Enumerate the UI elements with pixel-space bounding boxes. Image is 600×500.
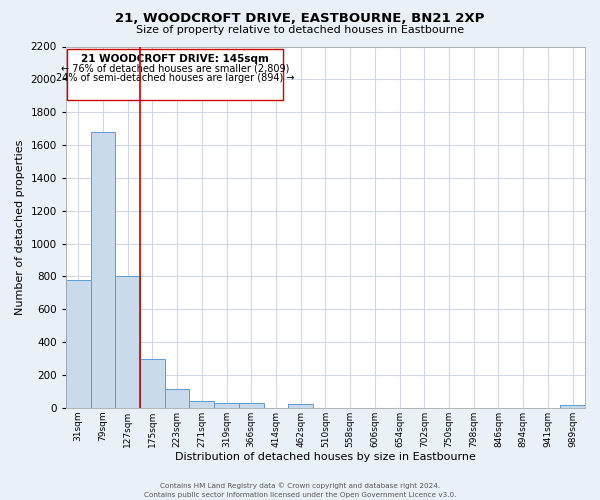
Bar	[115, 276, 140, 408]
Bar	[91, 132, 115, 408]
Bar	[66, 280, 91, 408]
Bar	[289, 404, 313, 408]
Text: Size of property relative to detached houses in Eastbourne: Size of property relative to detached ho…	[136, 25, 464, 35]
Text: Contains HM Land Registry data © Crown copyright and database right 2024.: Contains HM Land Registry data © Crown c…	[160, 482, 440, 489]
Bar	[214, 403, 239, 408]
Text: 21, WOODCROFT DRIVE, EASTBOURNE, BN21 2XP: 21, WOODCROFT DRIVE, EASTBOURNE, BN21 2X…	[115, 12, 485, 26]
Text: 24% of semi-detached houses are larger (894) →: 24% of semi-detached houses are larger (…	[56, 74, 295, 84]
Bar	[140, 358, 165, 408]
Bar	[165, 389, 190, 408]
Bar	[190, 401, 214, 408]
Text: ← 76% of detached houses are smaller (2,809): ← 76% of detached houses are smaller (2,…	[61, 64, 289, 74]
Text: 21 WOODCROFT DRIVE: 145sqm: 21 WOODCROFT DRIVE: 145sqm	[81, 54, 269, 64]
Bar	[239, 403, 263, 408]
X-axis label: Distribution of detached houses by size in Eastbourne: Distribution of detached houses by size …	[175, 452, 476, 462]
FancyBboxPatch shape	[67, 49, 283, 100]
Text: Contains public sector information licensed under the Open Government Licence v3: Contains public sector information licen…	[144, 492, 456, 498]
Y-axis label: Number of detached properties: Number of detached properties	[15, 140, 25, 315]
Bar	[560, 406, 585, 408]
